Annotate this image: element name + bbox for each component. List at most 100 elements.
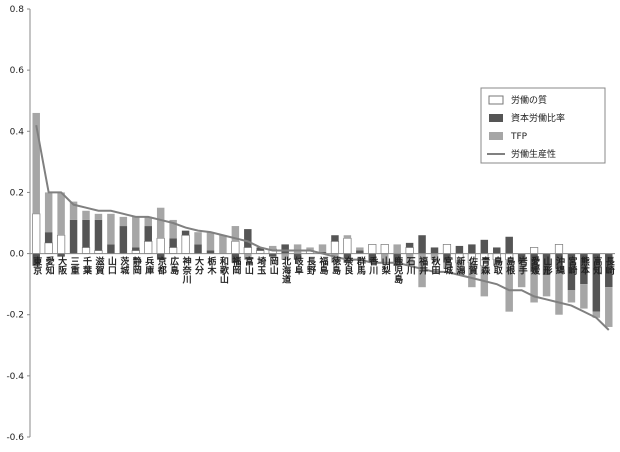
legend-swatch [489, 114, 503, 122]
x-tick-label: 福島 [318, 255, 330, 275]
bar-segment [144, 226, 152, 242]
bar-segment [455, 245, 464, 254]
bar-segment [44, 242, 53, 254]
x-tick-label: 徳島 [330, 255, 342, 275]
bar-segment [81, 247, 91, 254]
bar-segment [567, 290, 576, 303]
legend-label: 労働生産性 [511, 148, 556, 160]
y-tick-label: -0.2 [6, 311, 24, 321]
bar-segment [57, 192, 65, 236]
bar-segment [144, 240, 153, 254]
x-tick-label: 岐阜 [293, 255, 304, 275]
bar-segment [542, 274, 551, 297]
x-tick-label: 東京 [31, 255, 42, 275]
bar-segment [231, 226, 240, 242]
x-tick-label: 島根 [504, 255, 515, 275]
bar-segment [169, 238, 177, 248]
x-tick-label: 長野 [305, 256, 316, 275]
bar-segment [330, 240, 340, 254]
x-tick-label: 京都 [156, 255, 168, 275]
x-tick-label: 長崎 [604, 256, 615, 275]
bar-segment [231, 240, 240, 254]
bar-segment [418, 235, 426, 254]
x-tick-label: 大阪 [56, 255, 67, 275]
bar-segment [517, 262, 526, 288]
bar-segment [331, 253, 339, 263]
bar-segment [94, 213, 103, 220]
bar-segment [530, 247, 539, 254]
x-tick-label: 熊本 [579, 255, 590, 275]
bar-segment [57, 234, 66, 254]
x-tick-label: 和歌山 [218, 255, 230, 284]
bar-segment [443, 262, 451, 269]
bar-segment [107, 244, 115, 254]
bar-segment [580, 284, 588, 309]
bar-segment [368, 244, 377, 254]
bar-segment [181, 230, 190, 236]
bar-segment [244, 229, 252, 248]
bar-segment [530, 253, 538, 272]
bar-segment [82, 210, 90, 220]
x-tick-label: 佐賀 [467, 255, 479, 275]
bar-segment [381, 253, 389, 263]
bar-segment [306, 247, 314, 251]
x-tick-label: 香川 [367, 255, 379, 275]
y-tick-label: 0.2 [10, 188, 24, 198]
x-tick-label: 静岡 [131, 255, 142, 275]
bar-segment [231, 253, 240, 263]
bar-segment [493, 259, 501, 266]
x-tick-label: 栃木 [205, 255, 217, 275]
bar-segment [94, 219, 103, 251]
bar-segment [380, 244, 389, 254]
x-tick-label: 滋賀 [93, 255, 105, 275]
bar-segment [32, 253, 40, 266]
bar-segment [418, 253, 426, 288]
bar-segment [156, 253, 165, 260]
bar-segment [281, 253, 289, 260]
bar-segment [194, 232, 202, 245]
legend-swatch [488, 95, 504, 105]
bar-segment [580, 253, 588, 285]
line-series [35, 124, 610, 331]
bar-segment [82, 219, 90, 248]
bar-segment [368, 253, 377, 263]
bar-segment [468, 244, 476, 254]
bar-segment [592, 253, 601, 312]
x-tick-label: 岩手 [517, 255, 529, 275]
x-tick-label: 宮崎 [566, 255, 577, 275]
bar-segment [530, 271, 538, 303]
x-tick-label: 秋田 [430, 255, 442, 275]
bar-segment [555, 253, 563, 269]
bar-segment [405, 253, 414, 266]
bar-segment [219, 235, 227, 254]
bar-segment [206, 232, 215, 251]
bar-segment [405, 247, 414, 254]
bar-segment [468, 262, 476, 288]
bar-segment [480, 239, 489, 254]
bar-segment [44, 232, 53, 243]
bar-segment [356, 250, 364, 254]
y-tick-label: -0.6 [6, 433, 24, 443]
bar-segment [517, 253, 526, 263]
x-tick-label: 岡山 [268, 256, 279, 275]
x-tick-label: 青森 [479, 255, 490, 275]
bar-segment [393, 253, 401, 266]
bar-segment [430, 247, 439, 254]
legend-label: 資本労働比率 [511, 112, 565, 124]
bar-segment [69, 201, 78, 220]
bar-segment [293, 253, 302, 260]
bar-segment [119, 216, 128, 227]
bar-segment [268, 245, 277, 249]
bar-segment [393, 244, 401, 254]
bar-segment [430, 253, 439, 260]
bar-segment [443, 253, 451, 263]
x-tick-label: 福井 [417, 255, 429, 275]
bar-segment [293, 244, 302, 254]
bar-segment [555, 268, 563, 315]
legend-label: TFP [510, 132, 528, 142]
x-tick-label: 山梨 [380, 255, 392, 275]
x-tick-label: 大分 [193, 255, 204, 275]
bar-segment [505, 236, 513, 254]
bar-segment [592, 311, 601, 318]
y-tick-label: 0.4 [10, 127, 25, 137]
